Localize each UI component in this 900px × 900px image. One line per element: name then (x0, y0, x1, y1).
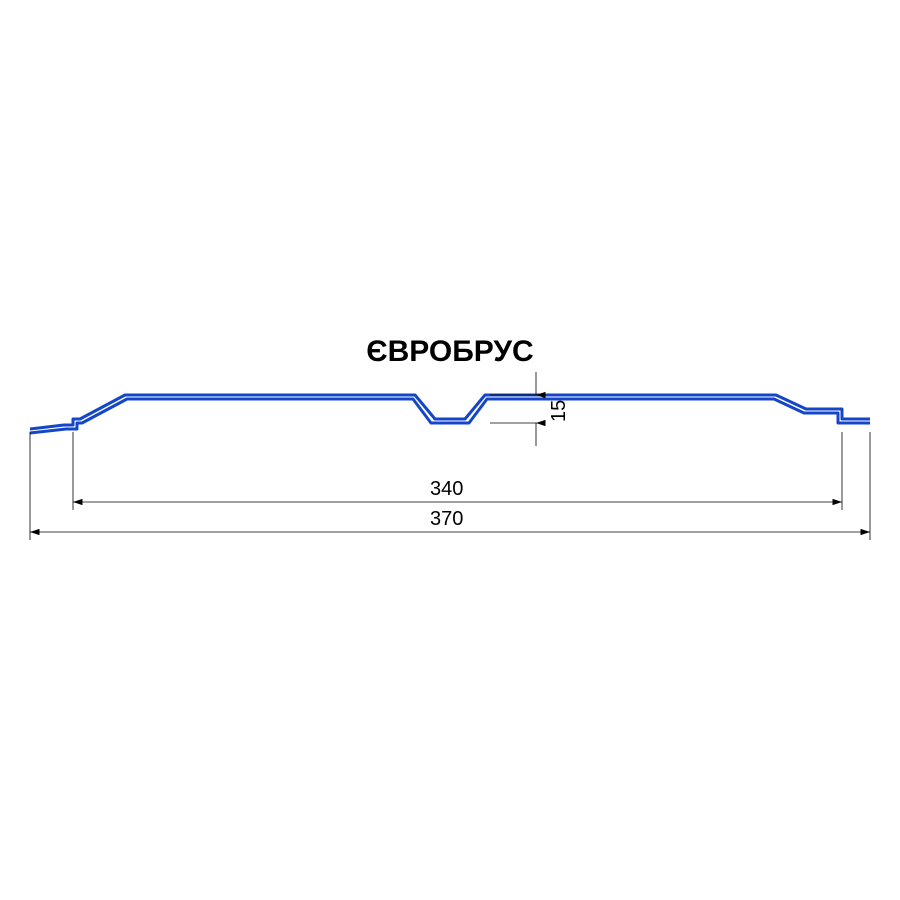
dim-label-370: 370 (430, 508, 463, 531)
dim-label-15: 15 (548, 400, 571, 422)
dimension-overlay (0, 0, 900, 900)
dim-label-340: 340 (430, 478, 463, 501)
